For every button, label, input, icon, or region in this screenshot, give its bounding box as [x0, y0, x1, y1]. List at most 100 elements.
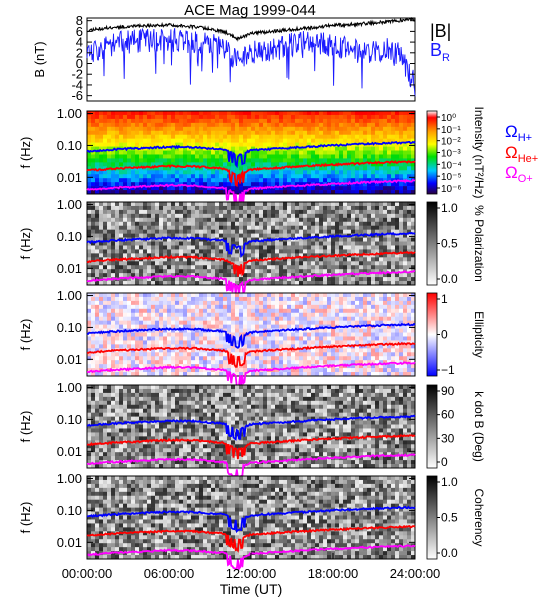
heatmap-cell: [167, 332, 172, 337]
heatmap-cell: [235, 111, 240, 116]
heatmap-cell: [411, 126, 416, 132]
heatmap-cell: [107, 308, 112, 314]
heatmap-cell: [371, 265, 376, 270]
heatmap-cell: [191, 281, 196, 286]
heatmap-cell: [279, 162, 284, 167]
heatmap-cell: [211, 269, 216, 274]
heatmap-cell: [295, 308, 300, 314]
heatmap-cell: [231, 209, 236, 215]
heatmap-cell: [283, 324, 288, 329]
heatmap-cell: [311, 209, 316, 215]
heatmap-cell: [267, 130, 272, 136]
heatmap-cell: [171, 225, 176, 230]
heatmap-cell: [391, 186, 396, 191]
heatmap-cell: [219, 245, 224, 250]
heatmap-cell: [207, 114, 212, 120]
heatmap-cell: [255, 265, 260, 270]
heatmap-cell: [143, 261, 148, 266]
heatmap-cell: [195, 348, 200, 353]
heatmap-cell: [143, 158, 148, 163]
heatmap-cell: [191, 300, 196, 306]
heatmap-cell: [215, 265, 220, 270]
heatmap-cell: [323, 118, 328, 124]
heatmap-cell: [375, 114, 380, 120]
heatmap-cell: [299, 126, 304, 132]
heatmap-cell: [119, 312, 124, 318]
heatmap-cell: [131, 241, 136, 246]
heatmap-cell: [315, 111, 320, 116]
heatmap-cell: [395, 261, 400, 266]
heatmap-cell: [279, 221, 284, 227]
heatmap-cell: [183, 118, 188, 124]
heatmap-cell: [107, 304, 112, 310]
heatmap-cell: [375, 202, 380, 207]
heatmap-cell: [219, 150, 224, 155]
heatmap-cell: [187, 336, 192, 341]
heatmap-cell: [399, 209, 404, 215]
heatmap-cell: [307, 190, 312, 195]
heatmap-cell: [291, 348, 296, 353]
heatmap-cell: [239, 277, 244, 282]
heatmap-cell: [187, 186, 192, 191]
heatmap-cell: [115, 344, 120, 349]
heatmap-cell: [123, 202, 128, 207]
heatmap-cell: [175, 174, 180, 179]
heatmap-cell: [327, 336, 332, 341]
heatmap-cell: [179, 348, 184, 353]
heatmap-cell: [399, 114, 404, 120]
heatmap-cell: [363, 312, 368, 318]
heatmap-cell: [279, 154, 284, 159]
heatmap-cell: [303, 372, 308, 377]
heatmap-cell: [131, 154, 136, 159]
heatmap-cell: [147, 344, 152, 349]
heatmap-cell: [215, 269, 220, 274]
heatmap-cell: [95, 166, 100, 171]
heatmap-cell: [255, 364, 260, 369]
heatmap-cell: [303, 209, 308, 215]
heatmap-cell: [387, 126, 392, 132]
heatmap-cell: [255, 170, 260, 175]
heatmap-cell: [403, 150, 408, 155]
heatmap-cell: [163, 372, 168, 377]
heatmap-cell: [327, 293, 332, 298]
heatmap-cell: [107, 372, 112, 377]
heatmap-cell: [347, 249, 352, 254]
heatmap-cell: [351, 293, 356, 298]
heatmap-cell: [207, 320, 212, 325]
heatmap-cell: [367, 265, 372, 270]
heatmap-cell: [315, 142, 320, 147]
heatmap-cell: [235, 316, 240, 321]
heatmap-cell: [211, 344, 216, 349]
heatmap-cell: [207, 296, 212, 302]
heatmap-cell: [179, 138, 184, 143]
heatmap-cell: [195, 364, 200, 369]
heatmap-cell: [175, 293, 180, 298]
heatmap-cell: [159, 233, 164, 238]
heatmap-cell: [211, 241, 216, 246]
heatmap-cell: [327, 360, 332, 365]
heatmap-cell: [375, 237, 380, 242]
heatmap-cell: [311, 118, 316, 124]
heatmap-cell: [411, 190, 416, 195]
heatmap-cell: [235, 217, 240, 223]
heatmap-cell: [91, 265, 96, 270]
heatmap-cell: [207, 190, 212, 195]
heatmap-cell: [203, 178, 208, 183]
heatmap-cell: [119, 122, 124, 128]
heatmap-cell: [199, 273, 204, 278]
heatmap-cell: [259, 154, 264, 159]
heatmap-cell: [299, 142, 304, 147]
heatmap-cell: [91, 296, 96, 302]
heatmap-cell: [175, 126, 180, 132]
heatmap-cell: [103, 316, 108, 321]
heatmap-cell: [331, 265, 336, 270]
colorbar-tick-label: 0.0: [441, 272, 458, 286]
heatmap-cell: [295, 261, 300, 266]
heatmap-cell: [291, 324, 296, 329]
heatmap-cell: [335, 126, 340, 132]
heatmap-cell: [219, 316, 224, 321]
heatmap-cell: [319, 352, 324, 357]
heatmap-cell: [215, 205, 220, 211]
heatmap-cell: [275, 205, 280, 211]
